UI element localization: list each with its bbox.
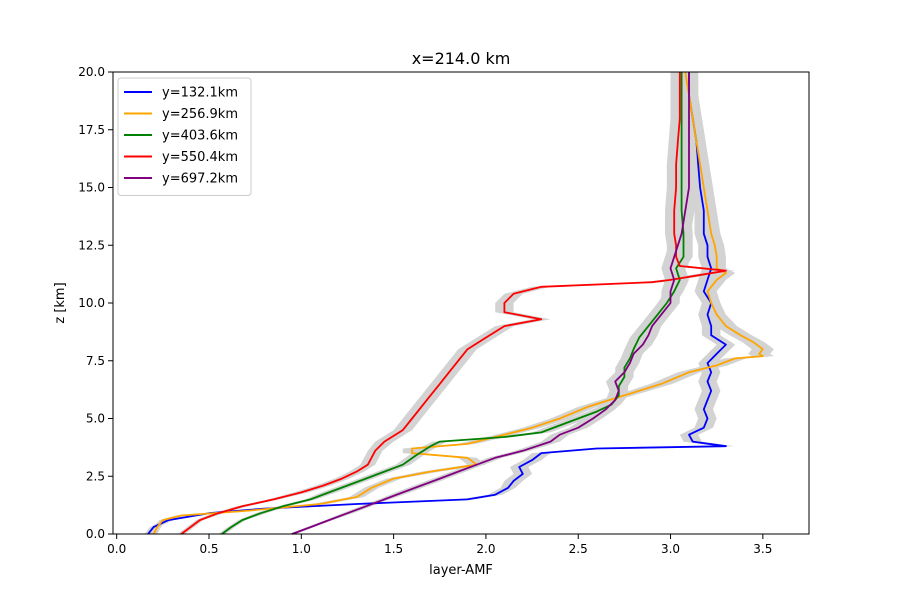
y-tick-label: 12.5	[78, 238, 105, 252]
y-tick-label: 17.5	[78, 123, 105, 137]
x-tick-label: 3.0	[661, 542, 680, 556]
x-axis-label: layer-AMF	[429, 563, 493, 578]
series-lines	[147, 71, 764, 535]
uncertainty-band-5	[288, 72, 699, 534]
series-line-3	[221, 72, 685, 535]
series-line-4	[180, 72, 727, 535]
y-tick-label: 5.0	[86, 412, 105, 426]
legend-label: y=550.4km	[162, 150, 238, 165]
legend-label: y=697.2km	[162, 172, 238, 187]
legend: y=132.1km y=256.9km y=403.6km y=550.4km y=69…	[117, 77, 252, 196]
x-tick-label: 1.0	[292, 542, 311, 556]
series-line-5	[291, 72, 690, 535]
y-tick-label: 15.0	[78, 181, 105, 195]
legend-label: y=132.1km	[162, 86, 238, 101]
y-axis-ticks: 0.0 2.5 5.0 7.5 10.0 12.5 15.0 17.5 20.0	[78, 65, 113, 541]
uncertainty-band-3	[218, 72, 693, 534]
y-tick-label: 10.0	[78, 296, 105, 310]
x-tick-label: 0.5	[199, 542, 218, 556]
x-tick-label: 0.0	[107, 542, 126, 556]
y-tick-label: 7.5	[86, 354, 105, 368]
x-tick-label: 3.5	[753, 542, 772, 556]
y-tick-label: 2.5	[86, 469, 105, 483]
x-axis-ticks: 0.0 0.5 1.0 1.5 2.0 2.5 3.0 3.5	[107, 534, 772, 556]
x-tick-label: 1.5	[384, 542, 403, 556]
x-tick-label: 2.0	[476, 542, 495, 556]
legend-label: y=256.9km	[162, 107, 238, 122]
series-line-1	[147, 72, 727, 535]
x-tick-label: 2.5	[569, 542, 588, 556]
legend-label: y=403.6km	[162, 129, 238, 144]
y-tick-label: 0.0	[86, 527, 105, 541]
series-line-2	[152, 71, 764, 535]
legend-box	[117, 77, 252, 196]
y-axis-label: z [km]	[53, 282, 68, 323]
y-tick-label: 20.0	[78, 65, 105, 79]
chart-title: x=214.0 km	[412, 49, 511, 68]
